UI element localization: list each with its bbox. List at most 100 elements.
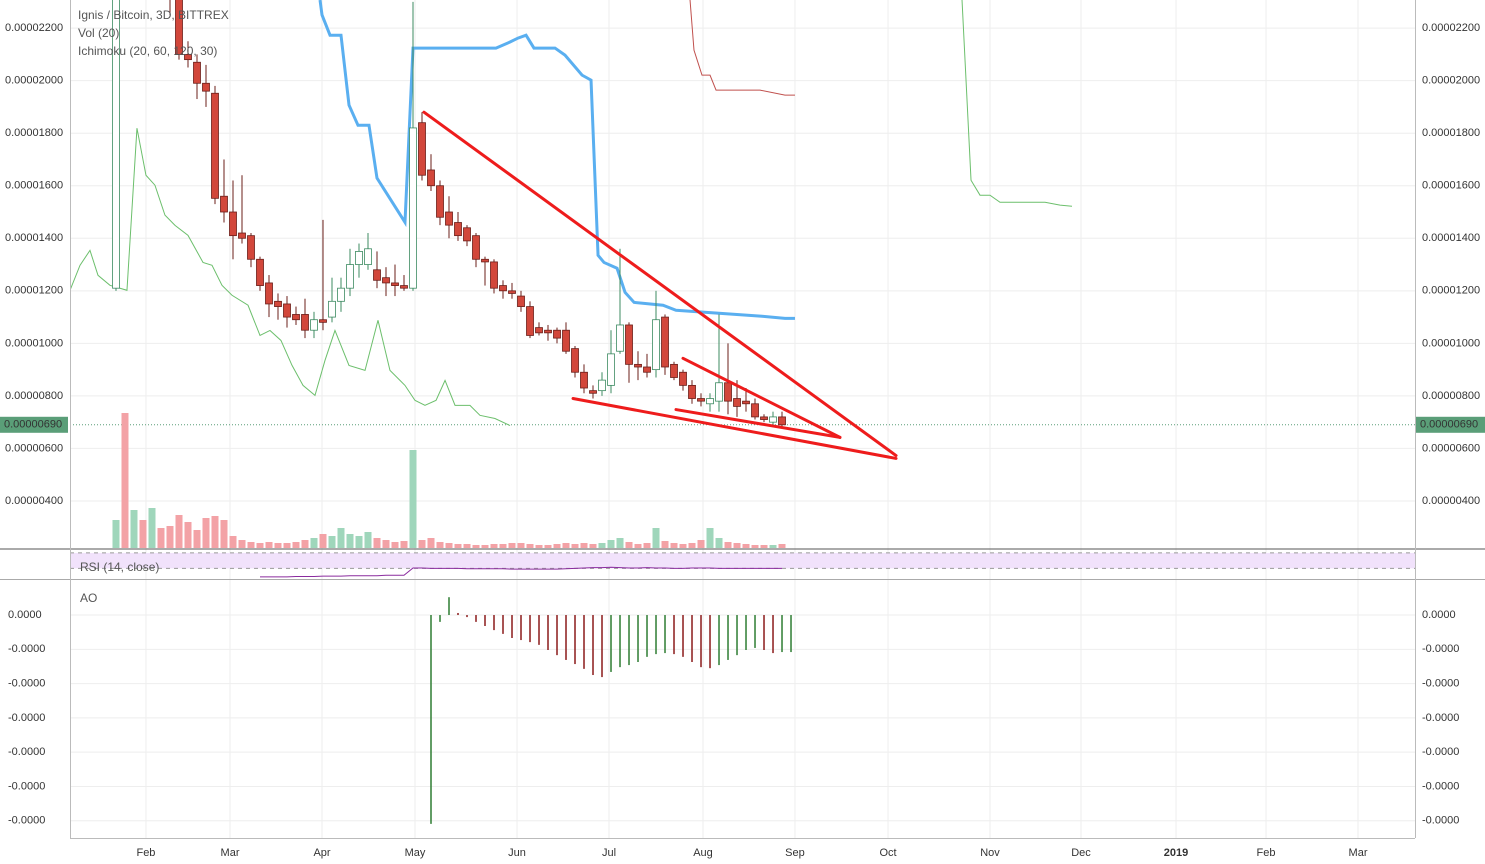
candle-body [508, 290, 516, 294]
volume-bar [364, 532, 372, 548]
candle-body [301, 314, 309, 331]
candle-body [724, 382, 732, 402]
candle-body [463, 227, 471, 242]
volume-bar [463, 544, 471, 548]
legend-entry: Ichimoku (20, 60, 120, 30) [78, 44, 217, 58]
candle-body [238, 232, 246, 239]
y-tick-label: 0.00000800 [5, 390, 63, 402]
x-tick-label: Oct [879, 847, 896, 859]
volume-bar [184, 522, 192, 548]
y-tick-label: 0.00002200 [5, 22, 63, 34]
x-tick-label: May [405, 847, 426, 859]
y-tick-label: 0.00001800 [5, 127, 63, 139]
y-tick-label: 0.00000800 [1422, 390, 1480, 402]
volume-bar [148, 508, 156, 548]
volume-bar [769, 545, 777, 548]
volume-bar [661, 541, 669, 548]
y-tick-label: 0.00001200 [5, 285, 63, 297]
volume-bar [499, 544, 507, 548]
volume-bar [625, 542, 633, 548]
candle-body [679, 371, 687, 386]
grid-layer [70, 0, 1415, 838]
rsi-pane [70, 552, 1415, 578]
candle-body [652, 319, 660, 371]
x-tick-label: Mar [1349, 847, 1368, 859]
x-tick-label: Dec [1071, 847, 1091, 859]
candle-body [274, 300, 282, 307]
candle-body [517, 295, 525, 307]
volume-bar [526, 544, 534, 548]
volume-bar [229, 536, 237, 548]
price-pane [70, 0, 1073, 548]
x-tick-label: Aug [693, 847, 713, 859]
volume-bar [157, 528, 165, 548]
volume-bar [760, 545, 768, 548]
y-tick-label: -0.0000 [1422, 712, 1459, 724]
x-tick-label: Jul [602, 847, 616, 859]
candle-body [382, 277, 390, 284]
y-tick-label: -0.0000 [1422, 643, 1459, 655]
ichimoku-line [689, 0, 795, 96]
candle-body [409, 127, 417, 289]
ichimoku-line [70, 0, 1073, 427]
volume-bar [355, 536, 363, 548]
volume-bar [247, 542, 255, 548]
volume-bar [607, 540, 615, 548]
volume-bar [139, 520, 147, 548]
candle-body [598, 379, 606, 392]
candle-body [769, 416, 777, 423]
trend-line [674, 408, 842, 439]
volume-bar [175, 515, 183, 548]
candle-body [760, 416, 768, 420]
candle-body [220, 195, 228, 213]
volume-bar [733, 543, 741, 548]
trend-line [571, 397, 898, 460]
y-tick-label: -0.0000 [1422, 678, 1459, 690]
legend-entry: Vol (20) [78, 26, 119, 40]
x-tick-label: Jun [508, 847, 526, 859]
candle-body [697, 398, 705, 402]
y-tick-label: 0.00001200 [1422, 285, 1480, 297]
last-price-label: 0.00000690 [4, 419, 62, 431]
y-tick-label: 0.00002000 [5, 75, 63, 87]
candle-body [589, 390, 597, 394]
x-tick-label: Apr [313, 847, 330, 859]
y-tick-label: -0.0000 [1422, 815, 1459, 827]
volume-bar [715, 538, 723, 548]
volume-bar [598, 543, 606, 548]
candle-body [499, 285, 507, 292]
volume-bar [391, 542, 399, 548]
last-price-label: 0.00000690 [1420, 419, 1478, 431]
volume-bar [418, 540, 426, 548]
volume-bar [400, 541, 408, 548]
volume-bar [202, 518, 210, 548]
volume-bar [481, 545, 489, 548]
volume-bar [265, 542, 273, 548]
y-tick-label: 0.00001000 [1422, 337, 1480, 349]
y-tick-label: -0.0000 [8, 780, 45, 792]
candle-body [427, 169, 435, 187]
y-tick-label: -0.0000 [8, 815, 45, 827]
y-tick-label: 0.0000 [8, 609, 42, 621]
candle-body [553, 329, 561, 339]
y-tick-label: -0.0000 [1422, 746, 1459, 758]
volume-bar [220, 520, 228, 548]
candle-body [535, 327, 543, 334]
candle-body [193, 61, 201, 84]
candle-body [319, 319, 327, 323]
y-tick-label: 0.00001400 [1422, 232, 1480, 244]
trend-line [422, 110, 898, 458]
x-tick-label: Nov [980, 847, 1000, 859]
volume-bar [544, 545, 552, 548]
candle-body [445, 211, 453, 226]
ao-title: AO [80, 591, 97, 605]
candle-body [229, 211, 237, 237]
volume-bar [697, 540, 705, 548]
last-price-tag [1416, 416, 1485, 433]
y-tick-label: 0.00001000 [5, 337, 63, 349]
candle-body [580, 371, 588, 389]
candle-body [661, 316, 669, 368]
candle-body [247, 235, 255, 260]
